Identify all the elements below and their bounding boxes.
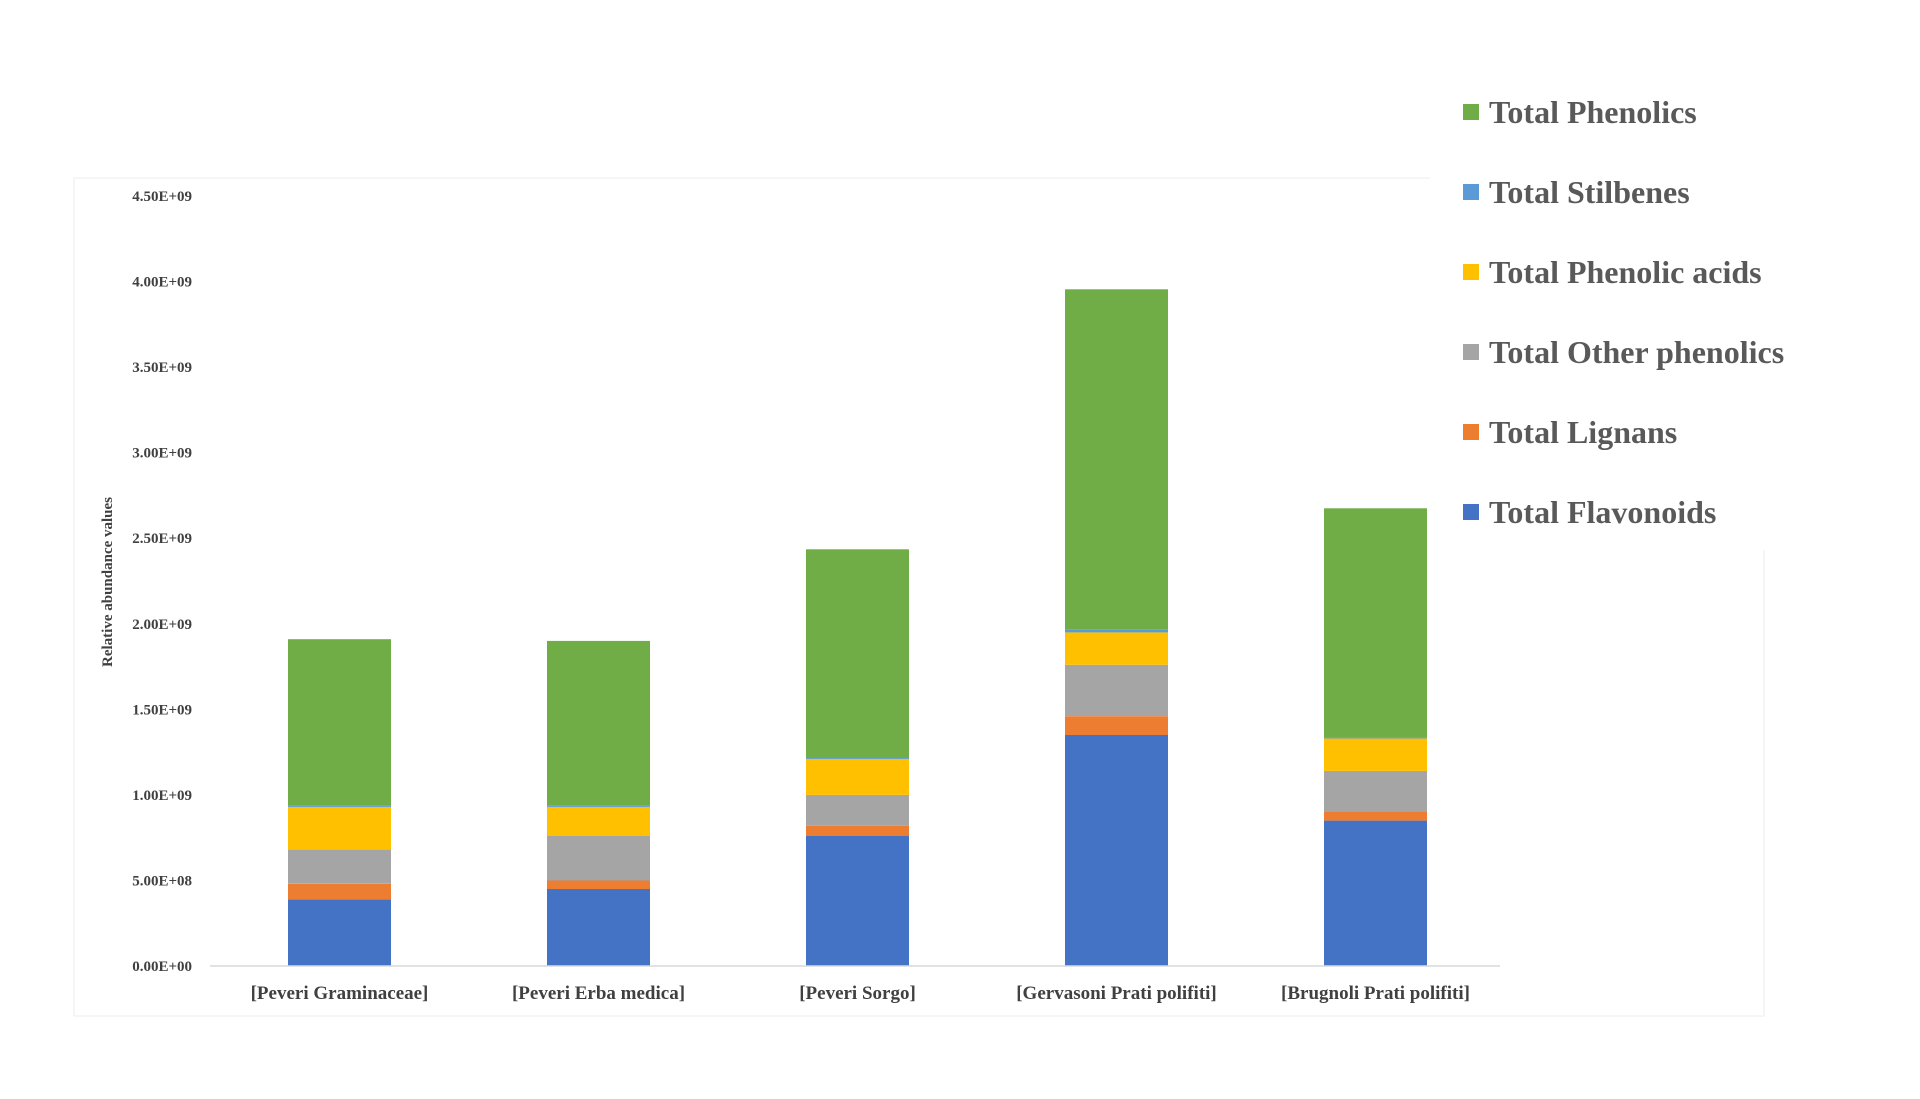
bar-segment (1324, 738, 1427, 771)
y-tick-label: 4.50E+09 (132, 189, 192, 205)
bar-segment (547, 880, 650, 889)
bar-segment (1065, 664, 1168, 717)
bar-segment (806, 794, 909, 826)
legend-label: Total Lignans (1489, 414, 1677, 450)
y-tick-label: 1.00E+09 (132, 788, 192, 804)
bar-segment (806, 836, 909, 966)
bar-segment (1065, 632, 1168, 665)
bar-segment (1065, 716, 1168, 735)
x-category-label: [Peveri Graminaceae] (251, 983, 429, 1004)
y-tick-label: 1.50E+09 (132, 702, 192, 718)
y-tick-label: 4.00E+09 (132, 275, 192, 291)
bar-segment (806, 549, 909, 759)
bar-segment (547, 889, 650, 966)
legend-background (1430, 80, 1820, 550)
y-axis-ticks: 0.00E+00 5.00E+08 1.00E+09 1.50E+09 2.00E+09… (132, 189, 192, 975)
bar-segment (288, 883, 391, 900)
y-axis-title: Relative abundance values (100, 497, 116, 667)
y-tick-label: 2.00E+09 (132, 617, 192, 633)
bars-group (288, 289, 1427, 966)
bar-segment (547, 640, 650, 806)
y-tick-label: 0.00E+00 (132, 959, 192, 975)
bar-segment (1324, 820, 1427, 966)
bar-segment (1324, 737, 1427, 739)
x-category-label: [Peveri Erba medica] (512, 983, 685, 1004)
y-tick-label: 2.50E+09 (132, 531, 192, 547)
legend-label: Total Other phenolics (1489, 334, 1784, 370)
legend-label: Total Phenolics (1489, 94, 1697, 130)
x-axis-labels: [Peveri Graminaceae] [Peveri Erba medica]… (251, 983, 1470, 1004)
y-tick-label: 3.50E+09 (132, 360, 192, 376)
bar-segment (806, 825, 909, 836)
bar-segment (1065, 289, 1168, 630)
y-tick-label: 3.00E+09 (132, 446, 192, 462)
legend-label: Total Flavonoids (1489, 494, 1716, 530)
legend-label: Total Phenolic acids (1489, 254, 1762, 290)
bar-segment (288, 849, 391, 884)
bar-segment (1324, 770, 1427, 812)
y-tick-label: 5.00E+08 (132, 873, 192, 889)
x-category-label: [Gervasoni Prati polifiti] (1016, 983, 1217, 1004)
bar-segment (1324, 508, 1427, 738)
bar-segment (547, 805, 650, 807)
legend-swatch (1463, 344, 1479, 360)
bar-segment (288, 805, 391, 807)
bar-segment (547, 836, 650, 881)
bar-segment (288, 899, 391, 966)
bar-segment (806, 758, 909, 759)
x-category-label: [Brugnoli Prati polifiti] (1281, 983, 1470, 1004)
legend-swatch (1463, 184, 1479, 200)
legend-swatch (1463, 264, 1479, 280)
bar-segment (1324, 812, 1427, 821)
legend: Total Phenolics Total Stilbenes Total Phen… (1463, 94, 1784, 530)
bar-segment (806, 759, 909, 795)
legend-swatch (1463, 424, 1479, 440)
bar-segment (1065, 735, 1168, 966)
bar-segment (288, 806, 391, 850)
x-category-label: [Peveri Sorgo] (799, 983, 916, 1004)
bar-segment (547, 806, 650, 836)
legend-label: Total Stilbenes (1489, 174, 1690, 210)
legend-swatch (1463, 104, 1479, 120)
bar-segment (288, 639, 391, 806)
bar-segment (1065, 629, 1168, 633)
legend-swatch (1463, 504, 1479, 520)
